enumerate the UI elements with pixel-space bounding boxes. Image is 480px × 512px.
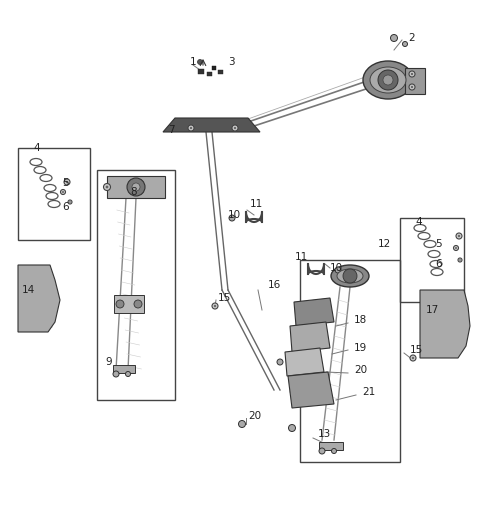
- Circle shape: [458, 235, 460, 237]
- Circle shape: [127, 178, 145, 196]
- Circle shape: [411, 86, 413, 88]
- Text: 12: 12: [378, 239, 391, 249]
- Ellipse shape: [331, 265, 369, 287]
- Circle shape: [239, 420, 245, 428]
- Circle shape: [188, 125, 194, 131]
- Bar: [18, 148, 90, 240]
- Circle shape: [69, 201, 71, 203]
- Text: 14: 14: [22, 285, 35, 295]
- Circle shape: [60, 189, 65, 195]
- Text: 6: 6: [62, 202, 69, 212]
- Circle shape: [113, 371, 119, 377]
- Text: 4: 4: [415, 217, 421, 227]
- Ellipse shape: [370, 67, 406, 93]
- Text: 20: 20: [354, 365, 367, 375]
- Text: 5: 5: [435, 239, 442, 249]
- Circle shape: [234, 127, 236, 129]
- Circle shape: [212, 303, 218, 309]
- Bar: [28, 158, 58, 200]
- Circle shape: [288, 424, 296, 432]
- Bar: [300, 260, 400, 462]
- Bar: [207, 72, 212, 76]
- Circle shape: [66, 181, 68, 183]
- Bar: [97, 170, 175, 400]
- Circle shape: [64, 179, 70, 185]
- Circle shape: [409, 71, 415, 77]
- Bar: [212, 66, 216, 70]
- Polygon shape: [288, 372, 334, 408]
- Text: 19: 19: [354, 343, 367, 353]
- Text: 3: 3: [228, 57, 235, 67]
- Text: 7: 7: [168, 125, 175, 135]
- Circle shape: [104, 183, 110, 190]
- Text: 15: 15: [410, 345, 423, 355]
- Bar: [319, 442, 343, 450]
- Text: 11: 11: [250, 199, 263, 209]
- Polygon shape: [163, 118, 260, 132]
- Circle shape: [232, 125, 238, 131]
- Circle shape: [68, 200, 72, 204]
- Circle shape: [412, 357, 414, 359]
- Text: 10: 10: [330, 263, 343, 273]
- Circle shape: [411, 73, 413, 75]
- Bar: [113, 365, 135, 373]
- Text: 21: 21: [362, 387, 375, 397]
- Circle shape: [229, 215, 235, 221]
- Text: 20: 20: [248, 411, 261, 421]
- Circle shape: [409, 84, 415, 90]
- Circle shape: [132, 183, 140, 191]
- Circle shape: [332, 449, 336, 454]
- Circle shape: [116, 300, 124, 308]
- Polygon shape: [285, 348, 324, 376]
- Polygon shape: [290, 322, 330, 352]
- Text: 15: 15: [218, 293, 231, 303]
- Bar: [107, 176, 165, 198]
- Circle shape: [456, 233, 462, 239]
- Text: 16: 16: [268, 280, 281, 290]
- Text: 2: 2: [408, 33, 415, 43]
- Circle shape: [106, 186, 108, 188]
- Circle shape: [214, 305, 216, 307]
- Circle shape: [403, 41, 408, 47]
- Text: 4: 4: [33, 143, 40, 153]
- Text: 18: 18: [354, 315, 367, 325]
- Polygon shape: [294, 298, 334, 326]
- Circle shape: [455, 247, 457, 249]
- Circle shape: [383, 75, 393, 85]
- Circle shape: [378, 70, 398, 90]
- Bar: [400, 218, 464, 302]
- Polygon shape: [420, 290, 470, 358]
- Text: 5: 5: [62, 178, 69, 188]
- Circle shape: [391, 34, 397, 41]
- Text: 11: 11: [295, 252, 308, 262]
- Circle shape: [454, 245, 458, 250]
- Text: 17: 17: [426, 305, 439, 315]
- Text: 13: 13: [318, 429, 331, 439]
- Ellipse shape: [337, 269, 363, 283]
- Bar: [218, 70, 223, 74]
- Polygon shape: [18, 265, 60, 332]
- Bar: [405, 68, 425, 94]
- Circle shape: [458, 258, 462, 262]
- Circle shape: [277, 359, 283, 365]
- Circle shape: [319, 448, 325, 454]
- Circle shape: [335, 267, 341, 273]
- Bar: [198, 69, 204, 74]
- Bar: [114, 295, 144, 313]
- Circle shape: [190, 127, 192, 129]
- Circle shape: [343, 269, 357, 283]
- Circle shape: [125, 372, 131, 376]
- Text: 1: 1: [190, 57, 196, 67]
- Text: 6: 6: [435, 259, 442, 269]
- Ellipse shape: [363, 61, 413, 99]
- Text: 10: 10: [228, 210, 241, 220]
- Circle shape: [134, 300, 142, 308]
- Text: 9: 9: [105, 357, 112, 367]
- Circle shape: [197, 59, 203, 65]
- Text: 8: 8: [130, 187, 137, 197]
- Circle shape: [410, 355, 416, 361]
- Circle shape: [459, 259, 461, 261]
- Circle shape: [62, 191, 64, 193]
